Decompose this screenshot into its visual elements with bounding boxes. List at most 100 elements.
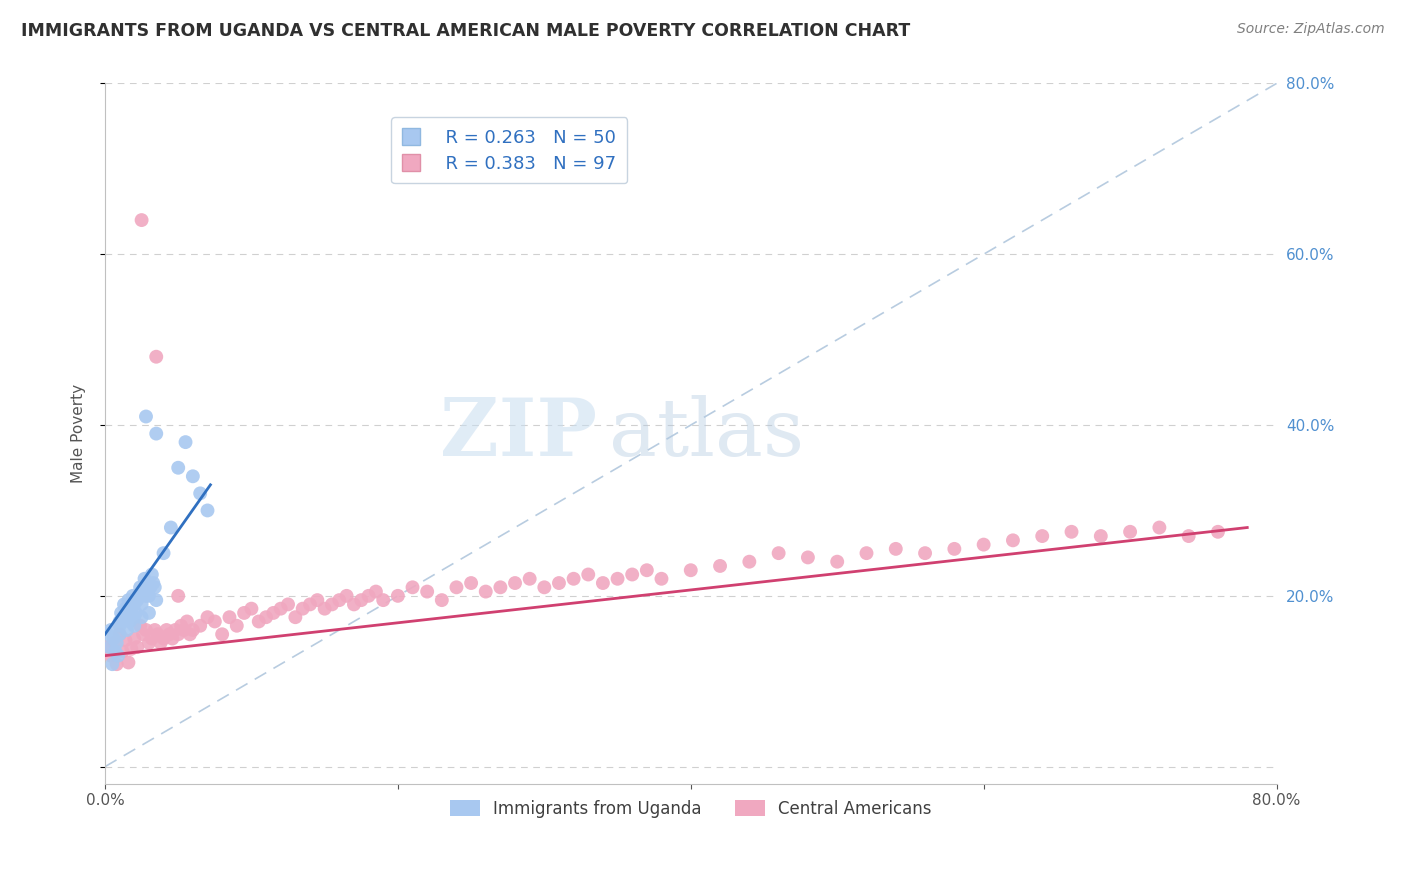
Point: [188, 486, 211, 500]
Point: [489, 580, 512, 594]
Point: [127, 593, 149, 607]
Point: [138, 606, 160, 620]
Legend: Immigrants from Uganda, Central Americans: Immigrants from Uganda, Central American…: [443, 793, 938, 824]
Point: [110, 606, 132, 620]
Point: [104, 644, 127, 658]
Point: [128, 589, 150, 603]
Point: [105, 657, 128, 672]
Point: [131, 213, 153, 227]
Point: [167, 589, 190, 603]
Point: [114, 633, 136, 648]
Point: [159, 627, 181, 641]
Point: [350, 593, 373, 607]
Point: [1001, 533, 1024, 548]
Point: [167, 627, 190, 641]
Point: [143, 623, 166, 637]
Point: [179, 627, 201, 641]
Point: [1031, 529, 1053, 543]
Point: [155, 623, 177, 637]
Point: [321, 598, 343, 612]
Point: [141, 632, 163, 646]
Point: [120, 641, 142, 656]
Point: [460, 576, 482, 591]
Point: [401, 580, 423, 594]
Point: [152, 632, 174, 646]
Point: [562, 572, 585, 586]
Text: Source: ZipAtlas.com: Source: ZipAtlas.com: [1237, 22, 1385, 37]
Point: [124, 598, 146, 612]
Point: [519, 572, 541, 586]
Point: [135, 409, 157, 424]
Point: [129, 580, 152, 594]
Point: [145, 426, 167, 441]
Point: [855, 546, 877, 560]
Point: [138, 589, 160, 603]
Point: [97, 627, 120, 641]
Point: [416, 584, 439, 599]
Point: [100, 648, 122, 663]
Point: [364, 584, 387, 599]
Point: [132, 627, 155, 641]
Point: [167, 460, 190, 475]
Point: [124, 610, 146, 624]
Point: [162, 632, 184, 646]
Point: [120, 601, 142, 615]
Point: [247, 615, 270, 629]
Point: [181, 469, 204, 483]
Point: [170, 619, 193, 633]
Point: [135, 623, 157, 637]
Point: [152, 546, 174, 560]
Point: [592, 576, 614, 591]
Point: [270, 601, 292, 615]
Point: [218, 610, 240, 624]
Point: [650, 572, 672, 586]
Point: [188, 619, 211, 633]
Point: [474, 584, 496, 599]
Point: [825, 555, 848, 569]
Point: [430, 593, 453, 607]
Point: [503, 576, 526, 591]
Point: [343, 598, 366, 612]
Point: [314, 601, 336, 615]
Point: [1177, 529, 1199, 543]
Point: [145, 593, 167, 607]
Point: [118, 615, 141, 629]
Point: [107, 648, 129, 663]
Point: [636, 563, 658, 577]
Point: [111, 644, 134, 658]
Point: [211, 627, 233, 641]
Point: [125, 606, 148, 620]
Point: [108, 615, 131, 629]
Point: [1206, 524, 1229, 539]
Point: [225, 619, 247, 633]
Point: [328, 593, 350, 607]
Point: [132, 584, 155, 599]
Point: [124, 632, 146, 646]
Point: [357, 589, 380, 603]
Point: [103, 632, 125, 646]
Point: [174, 435, 197, 450]
Point: [131, 598, 153, 612]
Point: [1060, 524, 1083, 539]
Point: [240, 601, 263, 615]
Point: [298, 598, 321, 612]
Point: [124, 619, 146, 633]
Text: ZIP: ZIP: [440, 394, 598, 473]
Point: [233, 606, 256, 620]
Point: [108, 619, 131, 633]
Point: [1090, 529, 1112, 543]
Point: [387, 589, 409, 603]
Point: [1149, 520, 1171, 534]
Point: [101, 657, 124, 672]
Point: [115, 610, 138, 624]
Point: [197, 503, 219, 517]
Point: [149, 636, 172, 650]
Point: [108, 627, 131, 641]
Point: [134, 572, 156, 586]
Point: [129, 619, 152, 633]
Point: [262, 606, 284, 620]
Point: [103, 636, 125, 650]
Point: [291, 601, 314, 615]
Point: [446, 580, 468, 594]
Point: [738, 555, 761, 569]
